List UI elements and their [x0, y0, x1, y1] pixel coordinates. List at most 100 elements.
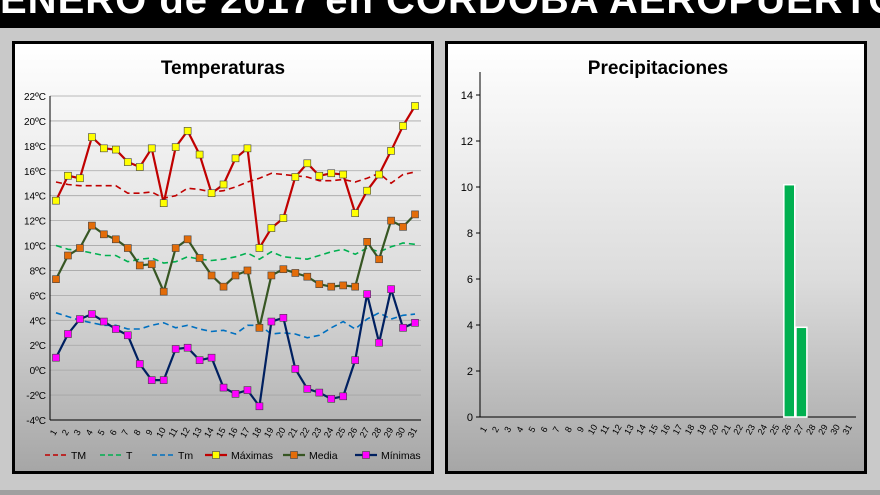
data-point-mnimas — [411, 318, 419, 327]
data-point-mnimas — [159, 376, 168, 384]
data-point-media — [100, 230, 108, 239]
temperature-x-tick-label: 12 — [178, 426, 192, 440]
data-point-mnimas — [339, 392, 348, 401]
precipitation-x-tick-label: 26 — [780, 423, 794, 437]
temperature-x-tick-label: 13 — [190, 426, 204, 440]
temperature-y-tick-label: 16ºC — [24, 167, 46, 178]
data-point-mnimas — [351, 356, 359, 364]
temperature-y-tick-label: 0ºC — [30, 366, 46, 377]
precipitation-x-tick-label: 10 — [586, 423, 600, 437]
temperature-x-tick-label: 10 — [154, 426, 168, 440]
data-point-media — [375, 255, 383, 264]
legend-label-tm: TM — [71, 450, 86, 462]
precipitation-y-tick-label: 12 — [461, 136, 473, 148]
data-point-mnimas — [243, 386, 252, 394]
precipitation-x-tick-label: 8 — [563, 425, 574, 434]
data-point-mnimas — [399, 323, 407, 332]
data-point-media — [159, 287, 168, 296]
temperature-x-tick-label: 2 — [60, 428, 71, 437]
temperature-y-tick-label: 20ºC — [24, 117, 46, 128]
data-point-mximas — [255, 244, 264, 252]
precipitation-x-tick-label: 25 — [768, 423, 782, 437]
temperature-x-tick-label: 17 — [238, 426, 252, 440]
precipitation-x-tick-label: 23 — [743, 423, 757, 437]
temperature-x-tick-label: 21 — [286, 426, 300, 440]
data-point-media — [207, 271, 216, 280]
temperature-x-tick-label: 4 — [84, 428, 95, 437]
precipitation-y-tick-label: 0 — [467, 412, 473, 424]
precipitation-chart-title: Precipitaciones — [588, 58, 728, 79]
data-point-mnimas — [255, 402, 264, 411]
data-point-mnimas — [100, 317, 108, 326]
temperature-x-tick-label: 14 — [202, 426, 216, 440]
data-point-media — [339, 281, 348, 290]
temperature-y-tick-label: 22ºC — [24, 92, 46, 103]
data-point-mximas — [88, 133, 96, 141]
precipitation-x-tick-label: 21 — [719, 423, 733, 437]
data-point-mximas — [279, 214, 288, 222]
temperature-x-tick-label: 30 — [394, 426, 408, 440]
data-point-mximas — [123, 158, 132, 166]
data-point-mnimas — [76, 315, 84, 323]
precipitation-y-tick-label: 10 — [461, 182, 473, 194]
precipitation-x-tick-label: 28 — [804, 423, 818, 437]
series-line-media — [55, 213, 416, 329]
data-point-media — [88, 221, 96, 230]
data-point-mnimas — [363, 290, 371, 298]
data-point-mximas — [219, 180, 228, 189]
temperature-y-tick-label: 8ºC — [30, 266, 46, 277]
temperature-y-tick-label: 6ºC — [30, 291, 46, 302]
data-point-mximas — [351, 209, 359, 217]
data-point-media — [315, 280, 324, 288]
precipitation-bar — [783, 183, 796, 418]
temperature-chart-title: Temperaturas — [161, 58, 285, 79]
precipitation-x-tick-label: 5 — [526, 425, 537, 434]
legend-label-mximas: Máximas — [231, 450, 273, 462]
temperature-x-tick-label: 5 — [96, 428, 107, 437]
data-point-mnimas — [207, 353, 216, 362]
temperature-x-tick-label: 7 — [120, 428, 131, 437]
precipitation-x-tick-label: 18 — [683, 423, 697, 437]
temperature-x-tick-label: 1 — [48, 428, 59, 437]
data-point-mnimas — [303, 385, 312, 393]
precipitation-x-tick-label: 20 — [707, 423, 721, 437]
temperature-chart: Temperaturas -4ºC -2ºC 0ºC 2ºC 4ºC 6ºC 8ºC 10ºC 1… — [24, 58, 421, 462]
precipitation-x-tick-label: 9 — [575, 425, 586, 434]
precipitation-x-tick-label: 12 — [610, 423, 624, 437]
temperature-y-tick-label: 14ºC — [24, 192, 46, 203]
legend-label-t: T — [126, 450, 133, 462]
precipitation-x-tick-label: 13 — [622, 423, 636, 437]
temperature-y-tick-label: 4ºC — [30, 316, 46, 327]
data-point-mximas — [363, 186, 371, 195]
data-point-media — [279, 265, 288, 274]
temperature-chart-panel: Temperaturas -4ºC -2ºC 0ºC 2ºC 4ºC 6ºC 8ºC 10ºC 1… — [12, 41, 434, 474]
precipitation-x-tick-label: 27 — [792, 423, 806, 437]
data-point-mnimas — [195, 356, 204, 364]
data-point-mnimas — [327, 395, 336, 403]
data-point-mnimas — [112, 325, 120, 333]
data-point-mximas — [387, 147, 395, 155]
precipitation-x-tick-label: 16 — [659, 423, 673, 437]
data-point-media — [387, 216, 395, 225]
temperature-x-tick-label: 31 — [406, 426, 420, 440]
legend-marker-media — [290, 451, 298, 459]
data-point-mnimas — [147, 376, 156, 384]
data-point-media — [243, 266, 252, 275]
data-point-media — [399, 223, 407, 231]
data-point-media — [255, 323, 264, 332]
legend-label-media: Media — [309, 450, 338, 462]
data-point-mximas — [375, 170, 383, 179]
temperature-y-tick-label: 12ºC — [24, 217, 46, 228]
data-point-mximas — [339, 170, 348, 179]
temperature-x-tick-label: 3 — [72, 428, 83, 437]
temperature-x-tick-label: 24 — [322, 426, 336, 440]
data-point-mnimas — [231, 390, 240, 398]
data-point-mnimas — [219, 383, 228, 392]
data-point-media — [195, 254, 204, 262]
temperature-y-tick-label: -4ºC — [26, 416, 46, 427]
precipitation-chart-panel: Precipitaciones 0 2 4 6 8 10 12 14 1 2 3 4 5 6 7 8 9 10 11 1… — [445, 41, 867, 474]
data-point-media — [231, 271, 240, 280]
data-point-media — [411, 210, 419, 219]
temperature-x-tick-label: 9 — [144, 428, 155, 437]
data-point-media — [291, 269, 300, 277]
